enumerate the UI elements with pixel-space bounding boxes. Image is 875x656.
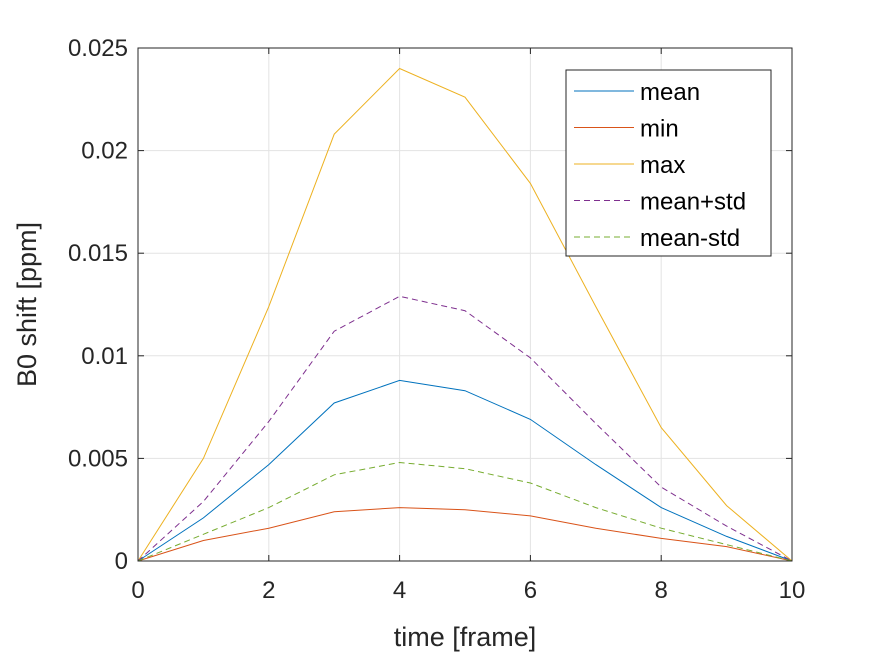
x-tick-label: 2 [262, 577, 275, 604]
x-tick-label: 6 [524, 577, 537, 604]
series-lines [137, 67, 793, 562]
y-tick-label: 0.005 [68, 445, 128, 472]
series-line-mean [137, 379, 793, 562]
y-axis-label: B0 shift [ppm] [12, 222, 42, 387]
x-tick-label: 10 [779, 577, 806, 604]
y-tick-label: 0.025 [68, 35, 128, 62]
legend-label: max [640, 152, 685, 179]
x-tick-label: 4 [393, 577, 406, 604]
axis-ticks: 0 2 4 6 8 10 0 0.005 0.01 0.015 0.02 0.025 [68, 35, 805, 604]
legend: mean min max mean+std mean-std [565, 69, 772, 257]
x-tick-label: 0 [131, 577, 144, 604]
legend-label: mean-std [640, 225, 740, 252]
y-tick-label: 0.02 [81, 138, 128, 165]
legend-box [565, 69, 772, 257]
series-line-max [137, 67, 793, 562]
series-line-min [137, 507, 793, 562]
x-axis-label: time [frame] [394, 622, 537, 652]
y-tick-label: 0.015 [68, 240, 128, 267]
plot-frame [137, 47, 793, 562]
series-line-mean-std [137, 461, 793, 562]
legend-label: min [640, 116, 679, 143]
series-line-mean-std [137, 295, 793, 562]
y-tick-label: 0.01 [81, 343, 128, 370]
legend-label: mean+std [640, 189, 746, 216]
y-tick-label: 0 [115, 548, 128, 575]
legend-label: mean [640, 79, 700, 106]
x-tick-label: 8 [655, 577, 668, 604]
